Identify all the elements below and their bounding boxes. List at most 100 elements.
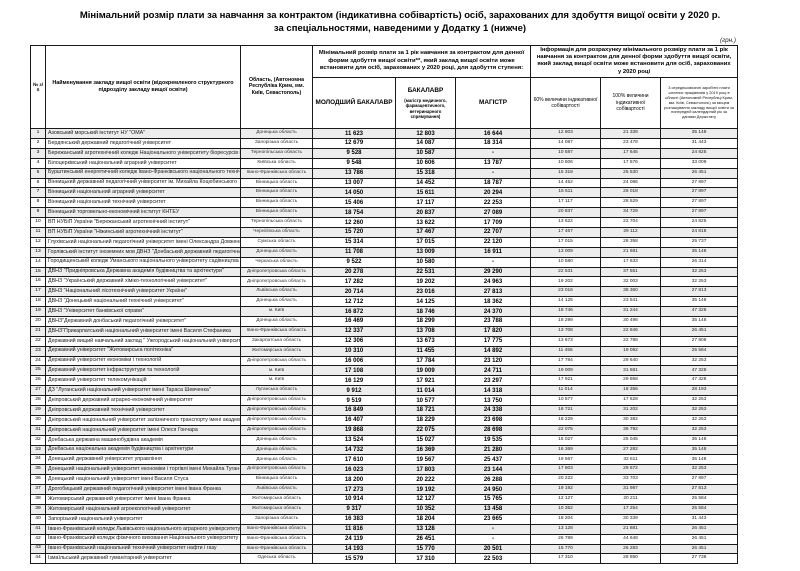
cell-molodshyi-bakalavr: 16 129 bbox=[312, 375, 396, 387]
cell-oblast: Донецька область bbox=[240, 296, 313, 308]
cell-oblast: Запорізька область bbox=[240, 137, 313, 149]
table-row: 33 Донбаська національна академія будівн… bbox=[30, 444, 739, 456]
col-header-institution: Найменування закладу вищої освіти (відок… bbox=[45, 44, 241, 130]
cell-mahistr: 22 707 bbox=[454, 227, 532, 238]
cell-oblast: Дніпропетровська область bbox=[240, 395, 313, 407]
cell-bakalavr: 14 087 bbox=[395, 137, 456, 149]
cell-60-percent: 18 299 bbox=[530, 316, 602, 327]
cell-bakalavr: 20 222 bbox=[395, 474, 456, 486]
cell-institution: ДВНЗ"Державний донбаський педагогічний у… bbox=[45, 316, 241, 327]
cell-60-percent: 12 803 bbox=[530, 128, 602, 139]
cell-molodshyi-bakalavr: 17 282 bbox=[312, 276, 396, 288]
cell-100-percent: 24 086 bbox=[600, 177, 662, 189]
col-header-bakalavr-label: БАКАЛАВР bbox=[407, 86, 444, 94]
cell-bakalavr: 19 567 bbox=[395, 454, 456, 466]
cell-institution: Державний університет економіки і технол… bbox=[45, 355, 241, 367]
cell-3-salaries: 27 813 bbox=[660, 286, 739, 298]
cell-mahistr: - bbox=[454, 256, 532, 268]
cell-index: 34 bbox=[30, 454, 46, 466]
cell-100-percent: 30 339 bbox=[600, 513, 662, 525]
cell-mahistr: 17 775 bbox=[454, 335, 532, 347]
cell-molodshyi-bakalavr: 13 786 bbox=[312, 167, 396, 179]
cell-institution: Запорізький національний університет bbox=[45, 513, 241, 525]
cell-mahistr: 23 144 bbox=[454, 464, 532, 476]
cell-mahistr: 20 294 bbox=[454, 187, 532, 199]
cell-100-percent: 18 356 bbox=[600, 385, 662, 397]
table-row: 36 Донецький національний університет ім… bbox=[30, 474, 739, 486]
cell-100-percent: 17 628 bbox=[600, 395, 662, 407]
cell-oblast: Дніпропетровська область bbox=[240, 464, 313, 476]
cell-3-salaries: 35 148 bbox=[660, 316, 739, 327]
cell-institution: Горлівський інститут іноземних мов ДВНЗ … bbox=[45, 246, 241, 258]
cell-mahistr: 26 288 bbox=[454, 474, 532, 486]
cell-100-percent: 34 729 bbox=[600, 207, 662, 219]
cell-index: 22 bbox=[30, 335, 46, 347]
cell-index: 8 bbox=[30, 197, 46, 209]
cell-bakalavr: 11 455 bbox=[395, 345, 456, 357]
cell-index: 1 bbox=[30, 128, 46, 139]
cell-index: 21 bbox=[30, 325, 46, 337]
cell-oblast: Житомирська область bbox=[240, 494, 313, 505]
cell-molodshyi-bakalavr: 20 278 bbox=[312, 266, 396, 278]
cell-mahistr: 13 750 bbox=[454, 395, 532, 407]
cell-mahistr: 22 120 bbox=[454, 236, 532, 248]
cell-3-salaries: 47 328 bbox=[660, 306, 739, 318]
cell-60-percent: 10 606 bbox=[530, 157, 602, 169]
cell-oblast: Львівська область bbox=[240, 484, 313, 496]
cell-60-percent: 19 192 bbox=[530, 484, 602, 496]
cell-3-salaries: 35 148 bbox=[660, 128, 739, 139]
cell-mahistr: 27 813 bbox=[454, 286, 532, 298]
cell-institution: Бурштинський енергетичний коледж Івано-Ф… bbox=[45, 167, 241, 179]
cell-3-salaries: 47 328 bbox=[660, 365, 739, 377]
cell-oblast: м. Київ bbox=[240, 365, 313, 377]
cell-100-percent: 20 211 bbox=[600, 494, 662, 505]
cell-mahistr: 24 711 bbox=[454, 365, 532, 377]
table-body: 1 Азовський морський інститут НУ "ОМА" Д… bbox=[30, 128, 739, 565]
cell-bakalavr: 22 531 bbox=[395, 266, 456, 278]
cell-bakalavr: 12 127 bbox=[395, 494, 456, 505]
cell-oblast: Вінницька область bbox=[240, 197, 313, 209]
cell-institution: Житомирський державний університет імені… bbox=[45, 494, 241, 505]
cell-oblast: Вінницька область bbox=[240, 177, 313, 189]
table-row: 10 ВП НУБіП України "Бережанський агроте… bbox=[30, 217, 739, 228]
table-row: 1 Азовський морський інститут НУ "ОМА" Д… bbox=[30, 128, 739, 139]
cell-60-percent: 17 117 bbox=[530, 197, 602, 209]
cell-institution: Дніпровський національний університет за… bbox=[45, 414, 241, 426]
cell-index: 25 bbox=[30, 365, 46, 377]
cell-oblast: Житомирська область bbox=[240, 345, 313, 357]
cell-3-salaries: 27 897 bbox=[660, 474, 739, 486]
cell-index: 17 bbox=[30, 286, 46, 298]
cell-3-salaries: 25 584 bbox=[660, 494, 739, 505]
table-row: 29 Дніпровський державний технічний унів… bbox=[30, 405, 739, 416]
cell-index: 19 bbox=[30, 306, 46, 318]
cell-100-percent: 29 112 bbox=[600, 227, 662, 238]
cell-60-percent: 10 580 bbox=[530, 256, 602, 268]
cell-bakalavr: 17 921 bbox=[395, 375, 456, 387]
cell-60-percent: 17 803 bbox=[530, 464, 602, 476]
cell-oblast: Івано-Франківська область bbox=[240, 543, 313, 555]
table-row: 11 ВП НУБіП України "Ніжинський агротехн… bbox=[30, 227, 739, 238]
cell-3-salaries: 31 443 bbox=[660, 513, 739, 525]
cell-institution: Донбаська державна машинобудівна академі… bbox=[45, 434, 241, 446]
cell-molodshyi-bakalavr: 9 912 bbox=[312, 385, 396, 397]
cell-molodshyi-bakalavr: 17 108 bbox=[312, 365, 396, 377]
cell-index: 26 bbox=[30, 375, 46, 387]
cell-oblast: Вінницька область bbox=[240, 187, 313, 199]
cell-mahistr: 14 892 bbox=[454, 345, 532, 357]
cell-3-salaries: 35 148 bbox=[660, 246, 739, 258]
cell-molodshyi-bakalavr: 14 050 bbox=[312, 187, 396, 199]
cell-institution: ДЗ "Луганський національний університет … bbox=[45, 385, 241, 397]
cell-bakalavr: 26 451 bbox=[395, 533, 456, 545]
cell-oblast: Донецька область bbox=[240, 316, 313, 327]
cell-institution: Глухівський національний педагогічний ун… bbox=[45, 236, 241, 248]
cell-100-percent: 29 672 bbox=[600, 464, 662, 476]
cell-index: 42 bbox=[30, 533, 46, 545]
table-row: 24 Державний університет економіки і тех… bbox=[30, 355, 739, 367]
cell-molodshyi-bakalavr: 12 679 bbox=[312, 137, 396, 149]
cell-60-percent: 10 352 bbox=[530, 503, 602, 515]
cell-institution: Державний вищий навчальний заклад " Ужго… bbox=[45, 335, 241, 347]
cell-3-salaries: 27 897 bbox=[660, 207, 739, 219]
cell-oblast: Тернопільська область bbox=[240, 217, 313, 228]
table-row: 15 ДВНЗ "Придніпровська Державна академі… bbox=[30, 266, 739, 278]
cell-3-salaries: 25 737 bbox=[660, 236, 739, 248]
